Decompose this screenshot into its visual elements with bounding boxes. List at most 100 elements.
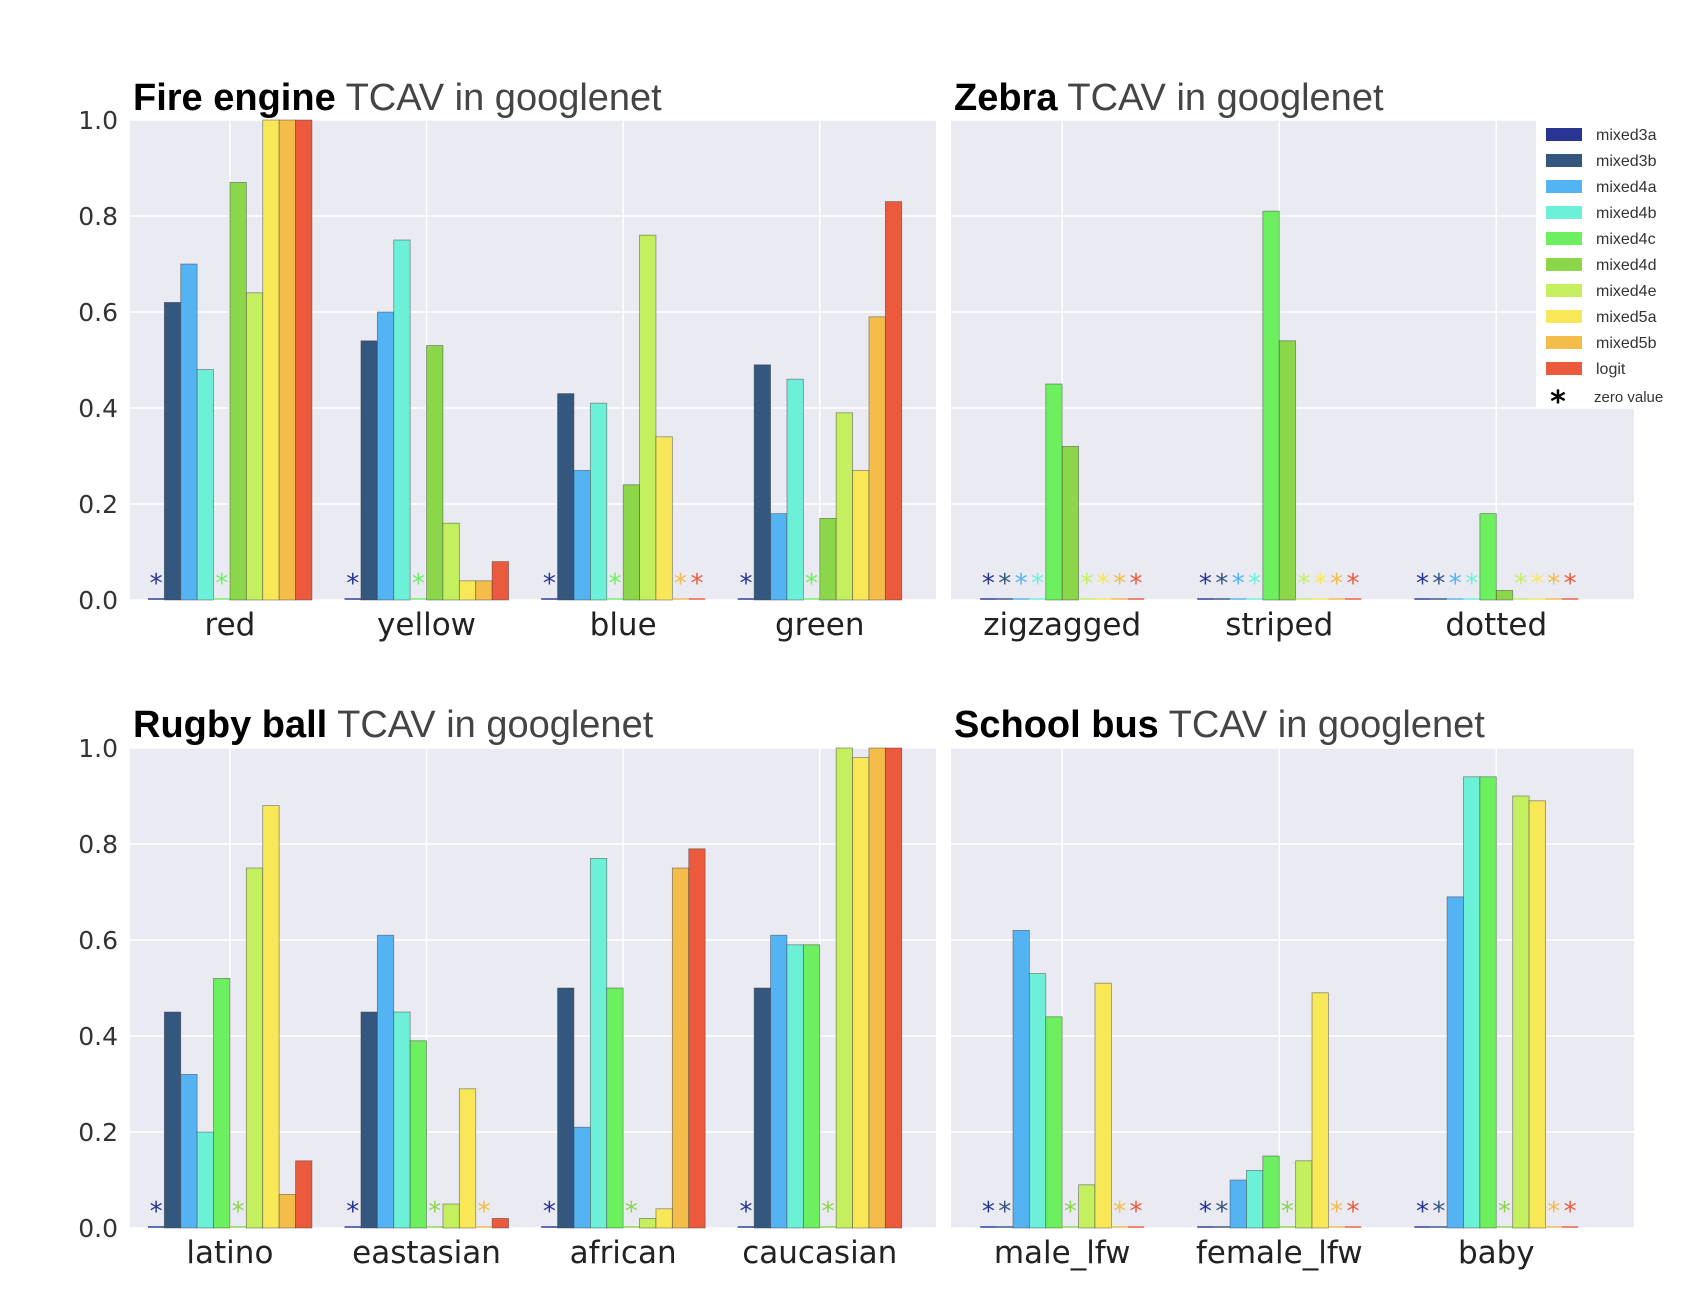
y-tick-label-0.6: 0.6 [78, 926, 118, 955]
bar-green-logit [884, 201, 903, 601]
zero-marker-eastasian-mixed5b: * [477, 1197, 490, 1227]
zero-marker-african-mixed3a: * [543, 1197, 556, 1227]
bar-yellow-mixed3b [360, 340, 378, 601]
legend-swatch-mixed3a [1546, 128, 1582, 141]
zero-marker-striped-mixed5b: * [1330, 569, 1343, 599]
y-tick-label-0.6: 0.6 [78, 298, 118, 327]
zero-marker-striped-mixed4a: * [1232, 569, 1245, 599]
y-tick-label-1.0: 1.0 [78, 734, 118, 763]
zero-marker-male_lfw-mixed5b: * [1113, 1197, 1126, 1227]
legend-swatch-mixed4b [1546, 206, 1582, 219]
zero-marker-caucasian-mixed3a: * [739, 1197, 752, 1227]
bar-caucasian-logit [884, 747, 903, 1229]
bar-red-mixed4b [196, 369, 214, 601]
bar-red-mixed4e [245, 292, 264, 601]
zero-marker-eastasian-mixed4d: * [428, 1197, 441, 1227]
bar-african-mixed4c [606, 987, 624, 1229]
zero-marker-red-mixed4c: * [215, 569, 228, 599]
zero-marker-zigzagged-mixed5a: * [1097, 569, 1110, 599]
zero-marker-striped-mixed4b: * [1248, 569, 1261, 599]
legend-label-mixed3b: mixed3b [1596, 153, 1657, 170]
chart-panel-2: * * latino * * * eastasian * * african * * caucasian… [78, 704, 936, 1271]
bar-red-mixed4d [229, 181, 247, 601]
category-label-baby: baby [1458, 1235, 1535, 1271]
chart-title: School bus TCAV in googlenet [954, 704, 1485, 746]
bar-baby-mixed4a [1446, 896, 1464, 1229]
bar-green-mixed4d [819, 518, 837, 601]
bar-african-mixed4b [589, 858, 608, 1229]
y-tick-label-1.0: 1.0 [78, 106, 118, 135]
category-label-latino: latino [186, 1235, 273, 1271]
zero-marker-red-mixed3a: * [150, 569, 163, 599]
legend-swatch-mixed5b [1546, 336, 1582, 349]
bar-yellow-mixed4e [442, 522, 460, 601]
chart-title-rest: TCAV in googlenet [336, 77, 662, 119]
y-tick-label-0.8: 0.8 [78, 830, 118, 859]
zero-marker-baby-mixed3b: * [1432, 1197, 1445, 1227]
bar-male_lfw-mixed4e [1078, 1184, 1096, 1229]
y-tick-label-0.2: 0.2 [78, 490, 118, 519]
category-label-eastasian: eastasian [352, 1235, 501, 1271]
bar-eastasian-mixed5a [458, 1088, 477, 1229]
zero-marker-caucasian-mixed4d: * [821, 1197, 834, 1227]
zero-marker-striped-mixed4e: * [1297, 569, 1310, 599]
y-tick-label-0.8: 0.8 [78, 202, 118, 231]
bar-latino-mixed5a [262, 805, 280, 1229]
y-tick-label-0.0: 0.0 [78, 586, 118, 615]
zero-marker-striped-logit: * [1347, 569, 1360, 599]
zero-marker-dotted-mixed3a: * [1416, 569, 1429, 599]
bar-eastasian-mixed4e [442, 1203, 460, 1229]
legend-label-logit: logit [1596, 361, 1626, 378]
bar-dotted-mixed4c [1479, 513, 1497, 601]
zero-marker-zigzagged-mixed4b: * [1031, 569, 1044, 599]
bar-zigzagged-mixed4c [1045, 383, 1063, 601]
zero-marker-dotted-mixed4b: * [1465, 569, 1478, 599]
category-label-dotted: dotted [1445, 607, 1547, 643]
bar-eastasian-mixed4a [376, 934, 395, 1229]
bar-blue-mixed4e [639, 234, 657, 601]
bar-latino-mixed3b [163, 1011, 182, 1229]
bar-caucasian-mixed4a [770, 934, 788, 1229]
bar-green-mixed4e [835, 412, 853, 601]
y-tick-label-0.4: 0.4 [78, 394, 118, 423]
legend-label-mixed4d: mixed4d [1596, 257, 1656, 274]
zero-marker-dotted-mixed3b: * [1432, 569, 1445, 599]
zero-marker-baby-mixed4d: * [1498, 1197, 1511, 1227]
legend-swatch-mixed4a [1546, 180, 1582, 193]
chart-title-rest: TCAV in googlenet [327, 704, 653, 746]
zero-marker-green-mixed3a: * [739, 569, 752, 599]
bar-zigzagged-mixed4d [1061, 445, 1079, 601]
bar-eastasian-mixed3b [360, 1011, 378, 1229]
bar-male_lfw-mixed4a [1012, 930, 1030, 1229]
category-label-african: african [570, 1235, 677, 1271]
bar-african-logit [688, 848, 706, 1229]
legend-swatch-mixed3b [1546, 154, 1582, 167]
bar-african-mixed5a [655, 1208, 673, 1229]
category-label-green: green [775, 607, 865, 643]
zero-marker-female_lfw-logit: * [1347, 1197, 1360, 1227]
zero-marker-female_lfw-mixed3b: * [1215, 1197, 1228, 1227]
bar-striped-mixed4d [1278, 340, 1297, 601]
legend-label-mixed4b: mixed4b [1596, 205, 1657, 222]
bar-latino-mixed4e [245, 867, 264, 1229]
zero-marker-yellow-mixed3a: * [346, 569, 359, 599]
bar-latino-logit [295, 1160, 313, 1229]
zero-marker-dotted-mixed4e: * [1514, 569, 1527, 599]
bar-eastasian-mixed4c [409, 1040, 427, 1229]
bar-green-mixed4b [786, 378, 804, 601]
zero-marker-blue-mixed4c: * [608, 569, 621, 599]
bar-yellow-mixed5b [475, 580, 493, 601]
bar-latino-mixed5b [278, 1194, 296, 1229]
legend-label-mixed4a: mixed4a [1596, 179, 1657, 196]
bar-female_lfw-mixed4c [1262, 1155, 1280, 1229]
zero-marker-zigzagged-mixed3b: * [998, 569, 1011, 599]
zero-marker-female_lfw-mixed4d: * [1281, 1197, 1294, 1227]
zero-marker-dotted-mixed5b: * [1547, 569, 1560, 599]
bar-female_lfw-mixed5a [1311, 992, 1329, 1229]
bar-green-mixed5b [868, 316, 886, 601]
zero-marker-latino-mixed4d: * [232, 1197, 245, 1227]
bar-blue-mixed4b [589, 402, 608, 601]
zero-marker-male_lfw-mixed3b: * [998, 1197, 1011, 1227]
zero-marker-female_lfw-mixed3a: * [1199, 1197, 1212, 1227]
